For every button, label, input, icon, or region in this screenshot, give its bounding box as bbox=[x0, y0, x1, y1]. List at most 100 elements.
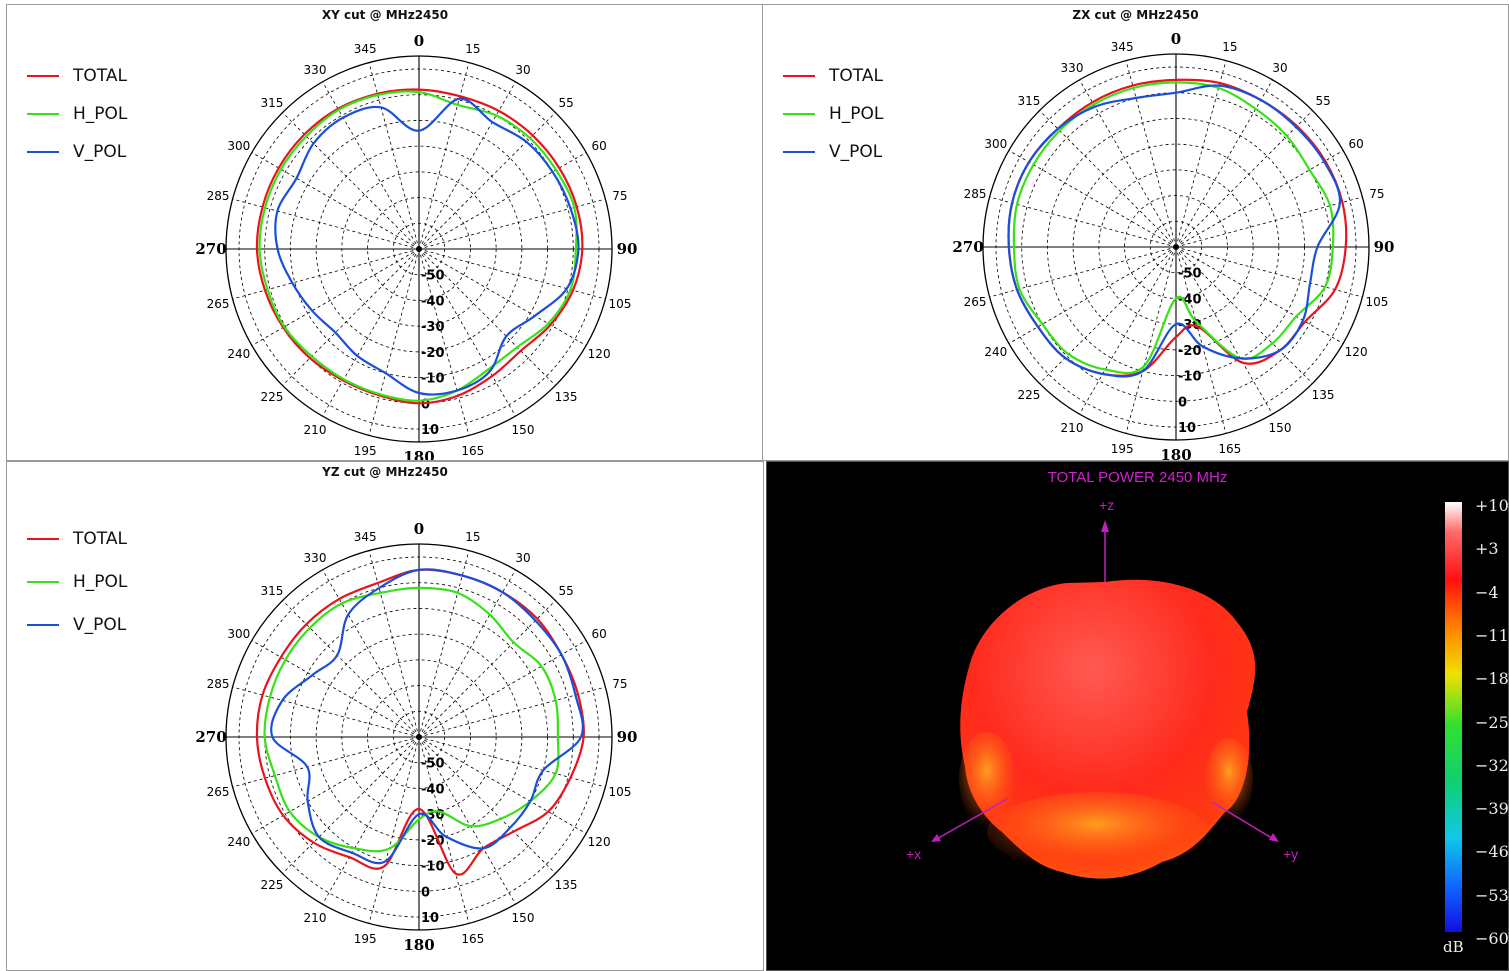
polar-grid-spoke bbox=[1008, 246, 1177, 344]
angle-tick-label: 120 bbox=[588, 347, 611, 361]
angle-tick-label: 30 bbox=[515, 63, 530, 77]
chart-title: ZX cut @ MHz2450 bbox=[1072, 8, 1199, 22]
polar-grid-spoke bbox=[418, 736, 556, 874]
angle-tick-label: 345 bbox=[1111, 40, 1134, 54]
pattern-3d-panel: TOTAL POWER 2450 MHz bbox=[766, 461, 1509, 971]
angle-tick-label: 270 bbox=[195, 240, 226, 258]
polar-grid-spoke bbox=[322, 81, 420, 250]
polar-grid-spoke bbox=[1079, 246, 1177, 415]
angle-tick-label: 165 bbox=[461, 444, 484, 458]
colorbar-tick-label: −60 bbox=[1475, 929, 1509, 948]
polar-panel-yz: YZ cut @ MHz2450 TOTAL H_POL V_POL -50 -4… bbox=[6, 461, 764, 971]
radial-tick-label: -50 bbox=[421, 269, 445, 284]
series-line-total bbox=[255, 88, 584, 405]
angle-tick-label: 0 bbox=[414, 520, 424, 538]
angle-tick-label: 240 bbox=[227, 835, 250, 849]
polar-grid-spoke bbox=[1175, 246, 1363, 298]
pattern-highlight bbox=[1205, 738, 1253, 822]
polar-grid-spoke bbox=[418, 62, 470, 250]
polar-grid-spoke bbox=[989, 246, 1177, 298]
legend-item-v-pol: V_POL bbox=[27, 133, 127, 171]
angle-tick-label: 225 bbox=[260, 390, 283, 404]
legend-swatch bbox=[27, 151, 59, 153]
legend-item-h-pol: H_POL bbox=[27, 560, 127, 603]
angle-tick-label: 55 bbox=[558, 96, 573, 110]
polar-grid-spoke bbox=[418, 736, 606, 788]
polar-grid-spoke bbox=[418, 569, 516, 738]
x-axis bbox=[934, 798, 1008, 841]
radial-tick-label: -40 bbox=[421, 294, 445, 309]
colorbar-unit: dB bbox=[1443, 938, 1464, 956]
angle-tick-label: 285 bbox=[207, 189, 230, 203]
radial-tick-label: -10 bbox=[421, 372, 445, 387]
polar-grid-spoke bbox=[368, 62, 420, 250]
legend-swatch bbox=[27, 537, 59, 540]
angle-tick-label: 150 bbox=[512, 423, 535, 437]
chart-title: XY cut @ MHz2450 bbox=[321, 8, 449, 22]
angle-tick-label: 150 bbox=[1269, 421, 1292, 435]
angle-tick-label: 135 bbox=[555, 390, 578, 404]
x-axis-arrow-icon bbox=[931, 834, 941, 842]
polar-grid-spoke bbox=[1125, 60, 1177, 248]
angle-tick-label: 15 bbox=[1222, 40, 1237, 54]
polar-grid-spoke bbox=[418, 248, 606, 300]
legend-item-total: TOTAL bbox=[27, 57, 127, 95]
polar-grid-spoke bbox=[251, 736, 420, 834]
angle-tick-label: 0 bbox=[1171, 30, 1181, 48]
angle-tick-label: 195 bbox=[354, 444, 377, 458]
series-line-v-pol bbox=[270, 568, 584, 865]
colorbar-tick-label: +3 bbox=[1475, 539, 1499, 559]
colorbar-tick-label: −39 bbox=[1475, 799, 1509, 819]
polar-grid-spoke bbox=[282, 736, 420, 874]
angle-tick-label: 135 bbox=[1312, 388, 1335, 402]
pattern-highlight bbox=[987, 792, 1207, 872]
radial-tick-label: -10 bbox=[421, 860, 445, 875]
legend-label: H_POL bbox=[829, 104, 884, 124]
angle-tick-label: 330 bbox=[304, 551, 327, 565]
colorbar-tick-label: −53 bbox=[1475, 885, 1509, 905]
polar-grid-spoke bbox=[418, 736, 470, 924]
polar-grid-spoke bbox=[368, 248, 420, 436]
legend-item-total: TOTAL bbox=[783, 57, 883, 95]
angle-tick-label: 195 bbox=[354, 932, 377, 946]
polar-grid-spoke bbox=[418, 81, 516, 250]
angle-tick-label: 300 bbox=[984, 137, 1007, 151]
pattern-3d-view: +z +x +y bbox=[906, 497, 1462, 932]
radial-tick-label: 10 bbox=[421, 911, 439, 926]
polar-grid-spoke bbox=[282, 112, 420, 250]
polar-grid-spoke bbox=[322, 248, 420, 417]
legend-label: V_POL bbox=[73, 614, 127, 635]
angle-tick-label: 105 bbox=[1365, 295, 1388, 309]
legend-item-h-pol: H_POL bbox=[27, 95, 127, 133]
colorbar-tick-label: −32 bbox=[1475, 755, 1509, 775]
polar-grid-spoke bbox=[232, 736, 420, 788]
polar-grid-spoke bbox=[251, 640, 420, 738]
polar-grid-spoke bbox=[1039, 110, 1177, 248]
polar-grid-spoke bbox=[418, 550, 470, 738]
angle-tick-label: 90 bbox=[617, 728, 638, 746]
polar-grid-spoke bbox=[282, 600, 420, 738]
angle-tick-label: 60 bbox=[591, 627, 606, 641]
radial-tick-label: 0 bbox=[421, 397, 430, 412]
polar-grid-spoke bbox=[1079, 79, 1177, 248]
polar-grid-spoke bbox=[368, 550, 420, 738]
legend-swatch bbox=[783, 75, 815, 77]
colorbar-tick-label: −18 bbox=[1475, 669, 1509, 689]
angle-tick-label: 345 bbox=[354, 42, 377, 56]
polar-grid-spoke bbox=[418, 736, 587, 834]
polar-grid-spoke bbox=[1175, 110, 1313, 248]
polar-plot-xy: -50 -40 -30 -20 -10 0 10 0 15 30 55 60 75 90 105 120 135… bbox=[195, 32, 637, 460]
polar-grid-spoke bbox=[232, 198, 420, 250]
legend-item-v-pol: V_POL bbox=[783, 133, 883, 171]
colorbar-tick-label: −46 bbox=[1475, 842, 1509, 862]
polar-grid-spoke bbox=[1175, 246, 1344, 344]
angle-tick-label: 105 bbox=[608, 297, 631, 311]
radial-tick-label: -50 bbox=[1178, 267, 1202, 282]
polar-grid-spoke bbox=[418, 248, 556, 386]
angle-tick-label: 270 bbox=[952, 238, 983, 256]
angle-tick-label: 15 bbox=[465, 42, 480, 56]
legend-label: H_POL bbox=[73, 571, 128, 592]
colorbar-tick-label: +10 bbox=[1475, 496, 1509, 515]
polar-grid-spoke bbox=[322, 736, 420, 905]
